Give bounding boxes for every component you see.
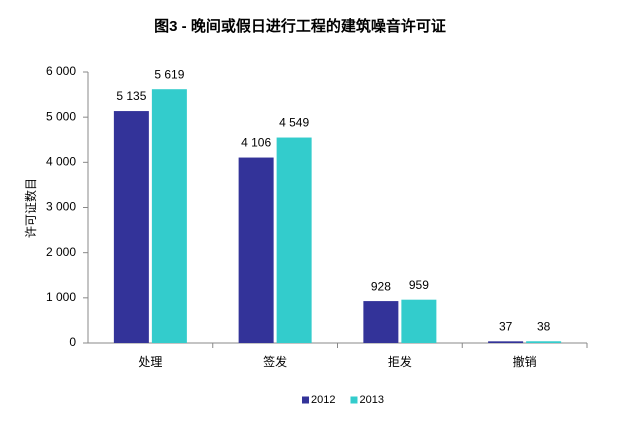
bar [526,341,562,343]
value-label: 4 106 [241,136,271,150]
legend-label: 2013 [359,394,383,406]
value-label: 928 [371,279,391,293]
value-label: 959 [409,278,429,292]
legend-swatch [350,396,358,404]
x-tick-label: 撤销 [513,354,537,369]
value-label: 5 135 [116,89,146,103]
x-tick-label: 签发 [263,354,287,369]
value-label: 37 [499,320,513,334]
chart-title: 图3 - 晚间或假日进行工程的建筑噪音许可证 [154,17,446,35]
bar [151,89,187,343]
y-tick-label: 3 000 [46,200,76,214]
value-label: 4 549 [279,116,309,130]
y-tick-label: 0 [69,335,76,349]
value-label: 5 619 [154,67,184,81]
y-tick-label: 4 000 [46,155,76,169]
bar [401,299,437,343]
y-tick-label: 1 000 [46,290,76,304]
x-tick-label: 处理 [138,355,162,369]
y-tick-label: 2 000 [46,245,76,259]
y-tick-label: 5 000 [46,109,76,123]
y-tick-label: 6 000 [46,64,76,78]
bar [238,157,274,343]
bar [363,301,399,343]
value-label: 38 [537,319,551,333]
bar [488,341,524,343]
bar [113,111,149,343]
x-tick-label: 拒发 [388,354,412,369]
bar [276,137,312,343]
y-axis-label: 许可证数目 [23,178,38,238]
legend-label: 2012 [311,394,335,406]
legend-swatch [302,396,309,404]
